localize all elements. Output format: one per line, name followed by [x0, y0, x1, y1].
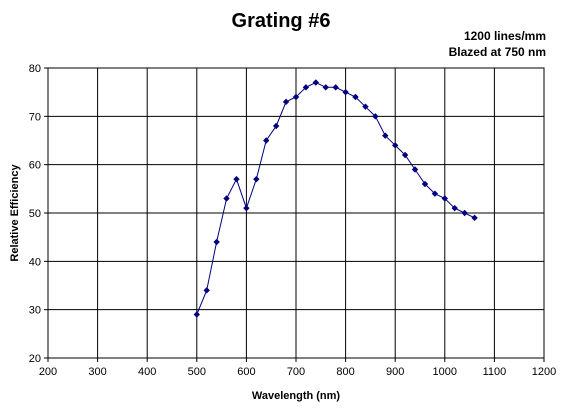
grating-spec-line-1: 1200 lines/mm	[464, 29, 546, 43]
data-point	[243, 204, 250, 212]
x-tick-label: 800	[336, 366, 354, 378]
x-tick-label: 900	[386, 366, 404, 378]
data-point	[352, 93, 359, 101]
data-point	[272, 122, 280, 130]
data-point	[193, 311, 200, 318]
data-point	[451, 204, 458, 212]
x-tick-label: 600	[237, 366, 255, 378]
data-point	[203, 287, 210, 294]
x-axis-label: Wavelength (nm)	[252, 390, 341, 402]
data-point	[461, 209, 468, 217]
data-point	[401, 151, 409, 159]
data-point	[431, 190, 439, 197]
x-tick-label: 400	[138, 366, 156, 378]
data-point	[282, 98, 290, 106]
x-tick-label: 300	[88, 366, 106, 378]
y-tick-label: 80	[29, 63, 41, 75]
data-point	[292, 93, 300, 101]
y-axis-label: Relative Efficiency	[9, 164, 21, 262]
y-tick-labels: 20 30 40 50 60 70 80	[29, 63, 48, 365]
data-point	[223, 195, 230, 202]
data-point	[392, 142, 399, 149]
data-point	[471, 214, 478, 222]
x-tick-label: 200	[39, 366, 57, 378]
y-tick-label: 40	[29, 256, 41, 268]
chart-title: Grating #6	[232, 10, 331, 32]
y-tick-label: 70	[29, 111, 41, 123]
data-point	[332, 84, 339, 91]
grating-spec-line-2: Blazed at 750 nm	[449, 45, 546, 59]
data-point	[302, 84, 310, 91]
data-point	[213, 238, 220, 246]
x-tick-label: 1000	[433, 366, 457, 378]
x-tick-label: 500	[188, 366, 206, 378]
x-tick-label: 1100	[483, 366, 507, 378]
y-tick-label: 60	[29, 160, 41, 172]
x-tick-label: 1200	[532, 366, 556, 378]
data-point	[362, 103, 369, 110]
y-tick-label: 20	[29, 353, 41, 365]
data-point	[233, 175, 240, 183]
data-point	[322, 84, 329, 91]
data-point	[441, 195, 448, 202]
data-point	[382, 132, 389, 139]
data-point	[411, 166, 419, 173]
gridlines	[48, 68, 544, 358]
y-tick-label: 50	[29, 208, 41, 220]
data-point	[253, 175, 260, 183]
efficiency-series	[193, 79, 478, 318]
data-point	[372, 113, 379, 120]
data-point	[342, 88, 349, 96]
x-tick-label: 700	[287, 366, 305, 378]
data-point	[421, 180, 429, 188]
x-tick-labels: 200 300 400 500 600 700 800 900 1000 1100 1200	[39, 358, 556, 378]
y-tick-label: 30	[29, 305, 41, 317]
data-point	[263, 137, 270, 144]
data-point	[312, 79, 320, 86]
